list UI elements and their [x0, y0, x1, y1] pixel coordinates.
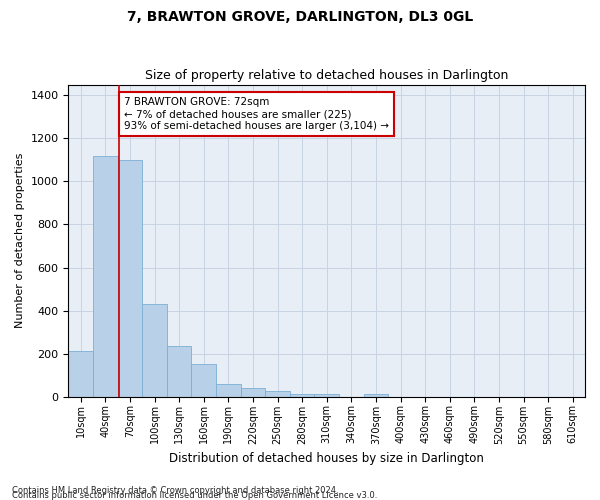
X-axis label: Distribution of detached houses by size in Darlington: Distribution of detached houses by size …	[169, 452, 484, 465]
Bar	[68, 352, 93, 397]
Text: 7 BRAWTON GROVE: 72sqm
← 7% of detached houses are smaller (225)
93% of semi-det: 7 BRAWTON GROVE: 72sqm ← 7% of detached …	[124, 98, 389, 130]
Bar	[314, 394, 339, 396]
Y-axis label: Number of detached properties: Number of detached properties	[15, 153, 25, 328]
Bar	[93, 156, 118, 396]
Bar	[265, 392, 290, 396]
Bar	[191, 364, 216, 396]
Bar	[364, 394, 388, 396]
Text: Contains HM Land Registry data © Crown copyright and database right 2024.: Contains HM Land Registry data © Crown c…	[12, 486, 338, 495]
Text: 7, BRAWTON GROVE, DARLINGTON, DL3 0GL: 7, BRAWTON GROVE, DARLINGTON, DL3 0GL	[127, 10, 473, 24]
Bar	[290, 394, 314, 396]
Bar	[167, 346, 191, 397]
Bar	[118, 160, 142, 396]
Bar	[142, 304, 167, 396]
Text: Contains public sector information licensed under the Open Government Licence v3: Contains public sector information licen…	[12, 491, 377, 500]
Bar	[241, 388, 265, 396]
Bar	[216, 384, 241, 396]
Title: Size of property relative to detached houses in Darlington: Size of property relative to detached ho…	[145, 69, 508, 82]
